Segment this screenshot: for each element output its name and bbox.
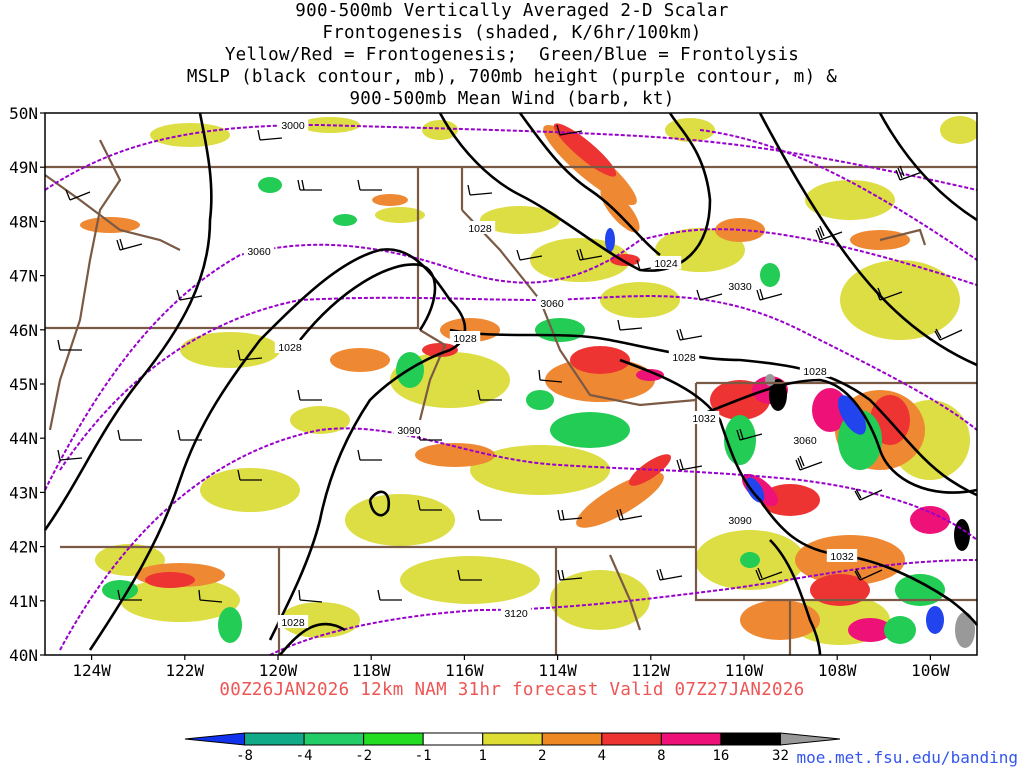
mslp-label-bg (799, 364, 831, 377)
lon-label: 114W (538, 661, 577, 680)
mslp-label: 1028 (453, 333, 477, 345)
colorbar-label: 2 (538, 748, 546, 764)
height-label: 3060 (540, 298, 564, 310)
frontogenesis-shading (80, 116, 977, 648)
colorbar-swatch (244, 732, 305, 746)
colorbar-swatch (422, 732, 484, 746)
height-label-bg (789, 433, 821, 446)
mslp-label: 1028 (281, 617, 305, 629)
colorbar-swatch (363, 732, 424, 746)
mslp-label: 1032 (692, 413, 716, 425)
colorbar-swatch (779, 732, 841, 746)
mslp-label-bg (277, 615, 309, 628)
mslp-label-bg (449, 331, 481, 344)
lon-label: 110W (725, 661, 764, 680)
colorbar: -8 -4 -2 -1 1 2 4 8 16 32 (184, 732, 841, 764)
colorbar-label: -1 (415, 748, 432, 764)
mslp-label-bg (274, 340, 306, 353)
height-label-bg (277, 118, 309, 131)
height-label: 3060 (793, 435, 817, 447)
latitude-axis: 40N 41N 42N 43N 44N 45N 46N 47N 48N 49N 50N (9, 104, 45, 665)
lat-label: 48N (9, 212, 38, 231)
colorbar-label: -2 (355, 748, 372, 764)
lat-label: 41N (9, 592, 38, 611)
colorbar-swatch (660, 732, 722, 746)
shading-blue (605, 228, 944, 634)
height-label-bg (500, 606, 532, 619)
height-label: 3090 (397, 425, 421, 437)
colorbar-swatch (303, 732, 365, 746)
height-label: 3030 (728, 281, 752, 293)
mslp-label-bg (688, 411, 720, 424)
height-label: 3000 (281, 120, 305, 132)
mslp-label: 1032 (830, 551, 854, 563)
title-line-2: Frontogenesis (shaded, K/6hr/100km) (322, 23, 702, 43)
longitude-axis: 124W 122W 120W 118W 116W 114W 112W 110W 108W 106W (72, 655, 950, 680)
mslp-label: 1028 (672, 352, 696, 364)
height-label-bg (536, 296, 568, 309)
lon-label: 112W (632, 661, 671, 680)
colorbar-label: 16 (712, 748, 729, 764)
lat-label: 40N (9, 646, 38, 665)
contour-labels: 1028 1028 1028 1024 1028 1028 1032 1032 1028 3000… (243, 118, 858, 629)
political-borders (44, 139, 977, 655)
title-line-1: 900-500mb Vertically Averaged 2-D Scalar (295, 1, 729, 21)
title-line-3: Yellow/Red = Frontogenesis; Green/Blue =… (224, 45, 800, 65)
colorbar-label: 4 (598, 748, 606, 764)
height-label: 3060 (247, 246, 271, 258)
title-line-5: 900-500mb Mean Wind (barb, kt) (349, 89, 675, 109)
lat-label: 45N (9, 375, 38, 394)
mslp-contours (43, 112, 979, 656)
lon-label: 120W (259, 661, 298, 680)
lon-label: 122W (166, 661, 205, 680)
height-label-bg (393, 423, 425, 436)
lat-label: 49N (9, 158, 38, 177)
lon-label: 108W (818, 661, 857, 680)
height-label-bg (724, 279, 756, 292)
height-label-bg (243, 244, 275, 257)
valid-time-label: 00Z26JAN2026 12km NAM 31hr forecast Vali… (219, 680, 805, 700)
colorbar-label: 32 (772, 748, 789, 764)
map-title: 900-500mb Vertically Averaged 2-D Scalar… (0, 0, 1024, 110)
mslp-label: 1028 (278, 342, 302, 354)
lon-label: 124W (72, 661, 111, 680)
credit-link[interactable]: moe.met.fsu.edu/banding (796, 748, 1018, 767)
lat-label: 47N (9, 267, 38, 286)
lat-label: 50N (9, 104, 38, 123)
height-label-bg (724, 513, 756, 526)
lat-label: 42N (9, 538, 38, 557)
lat-label: 43N (9, 483, 38, 502)
lat-label: 46N (9, 321, 38, 340)
colorbar-swatch (601, 732, 662, 746)
mslp-label: 1024 (654, 258, 678, 270)
colorbar-label: 1 (479, 748, 487, 764)
lon-label: 118W (352, 661, 391, 680)
lat-label: 44N (9, 429, 38, 448)
mslp-label-bg (826, 549, 858, 562)
mslp-label-bg (464, 221, 496, 234)
colorbar-label: -8 (236, 748, 253, 764)
colorbar-swatch (184, 732, 246, 746)
lon-label: 106W (911, 661, 950, 680)
mslp-label: 1028 (803, 366, 827, 378)
mslp-label-bg (668, 350, 700, 363)
height-label: 3090 (728, 515, 752, 527)
colorbar-label: -4 (296, 748, 313, 764)
height-label: 3120 (504, 608, 528, 620)
lon-label: 116W (445, 661, 484, 680)
colorbar-label: 8 (657, 748, 665, 764)
title-line-4: MSLP (black contour, mb), 700mb height (… (186, 67, 838, 87)
colorbar-swatch (482, 732, 543, 746)
mslp-label: 1028 (468, 223, 492, 235)
mslp-label-bg (650, 256, 682, 269)
colorbar-swatch (720, 732, 781, 746)
colorbar-swatch (541, 732, 603, 746)
